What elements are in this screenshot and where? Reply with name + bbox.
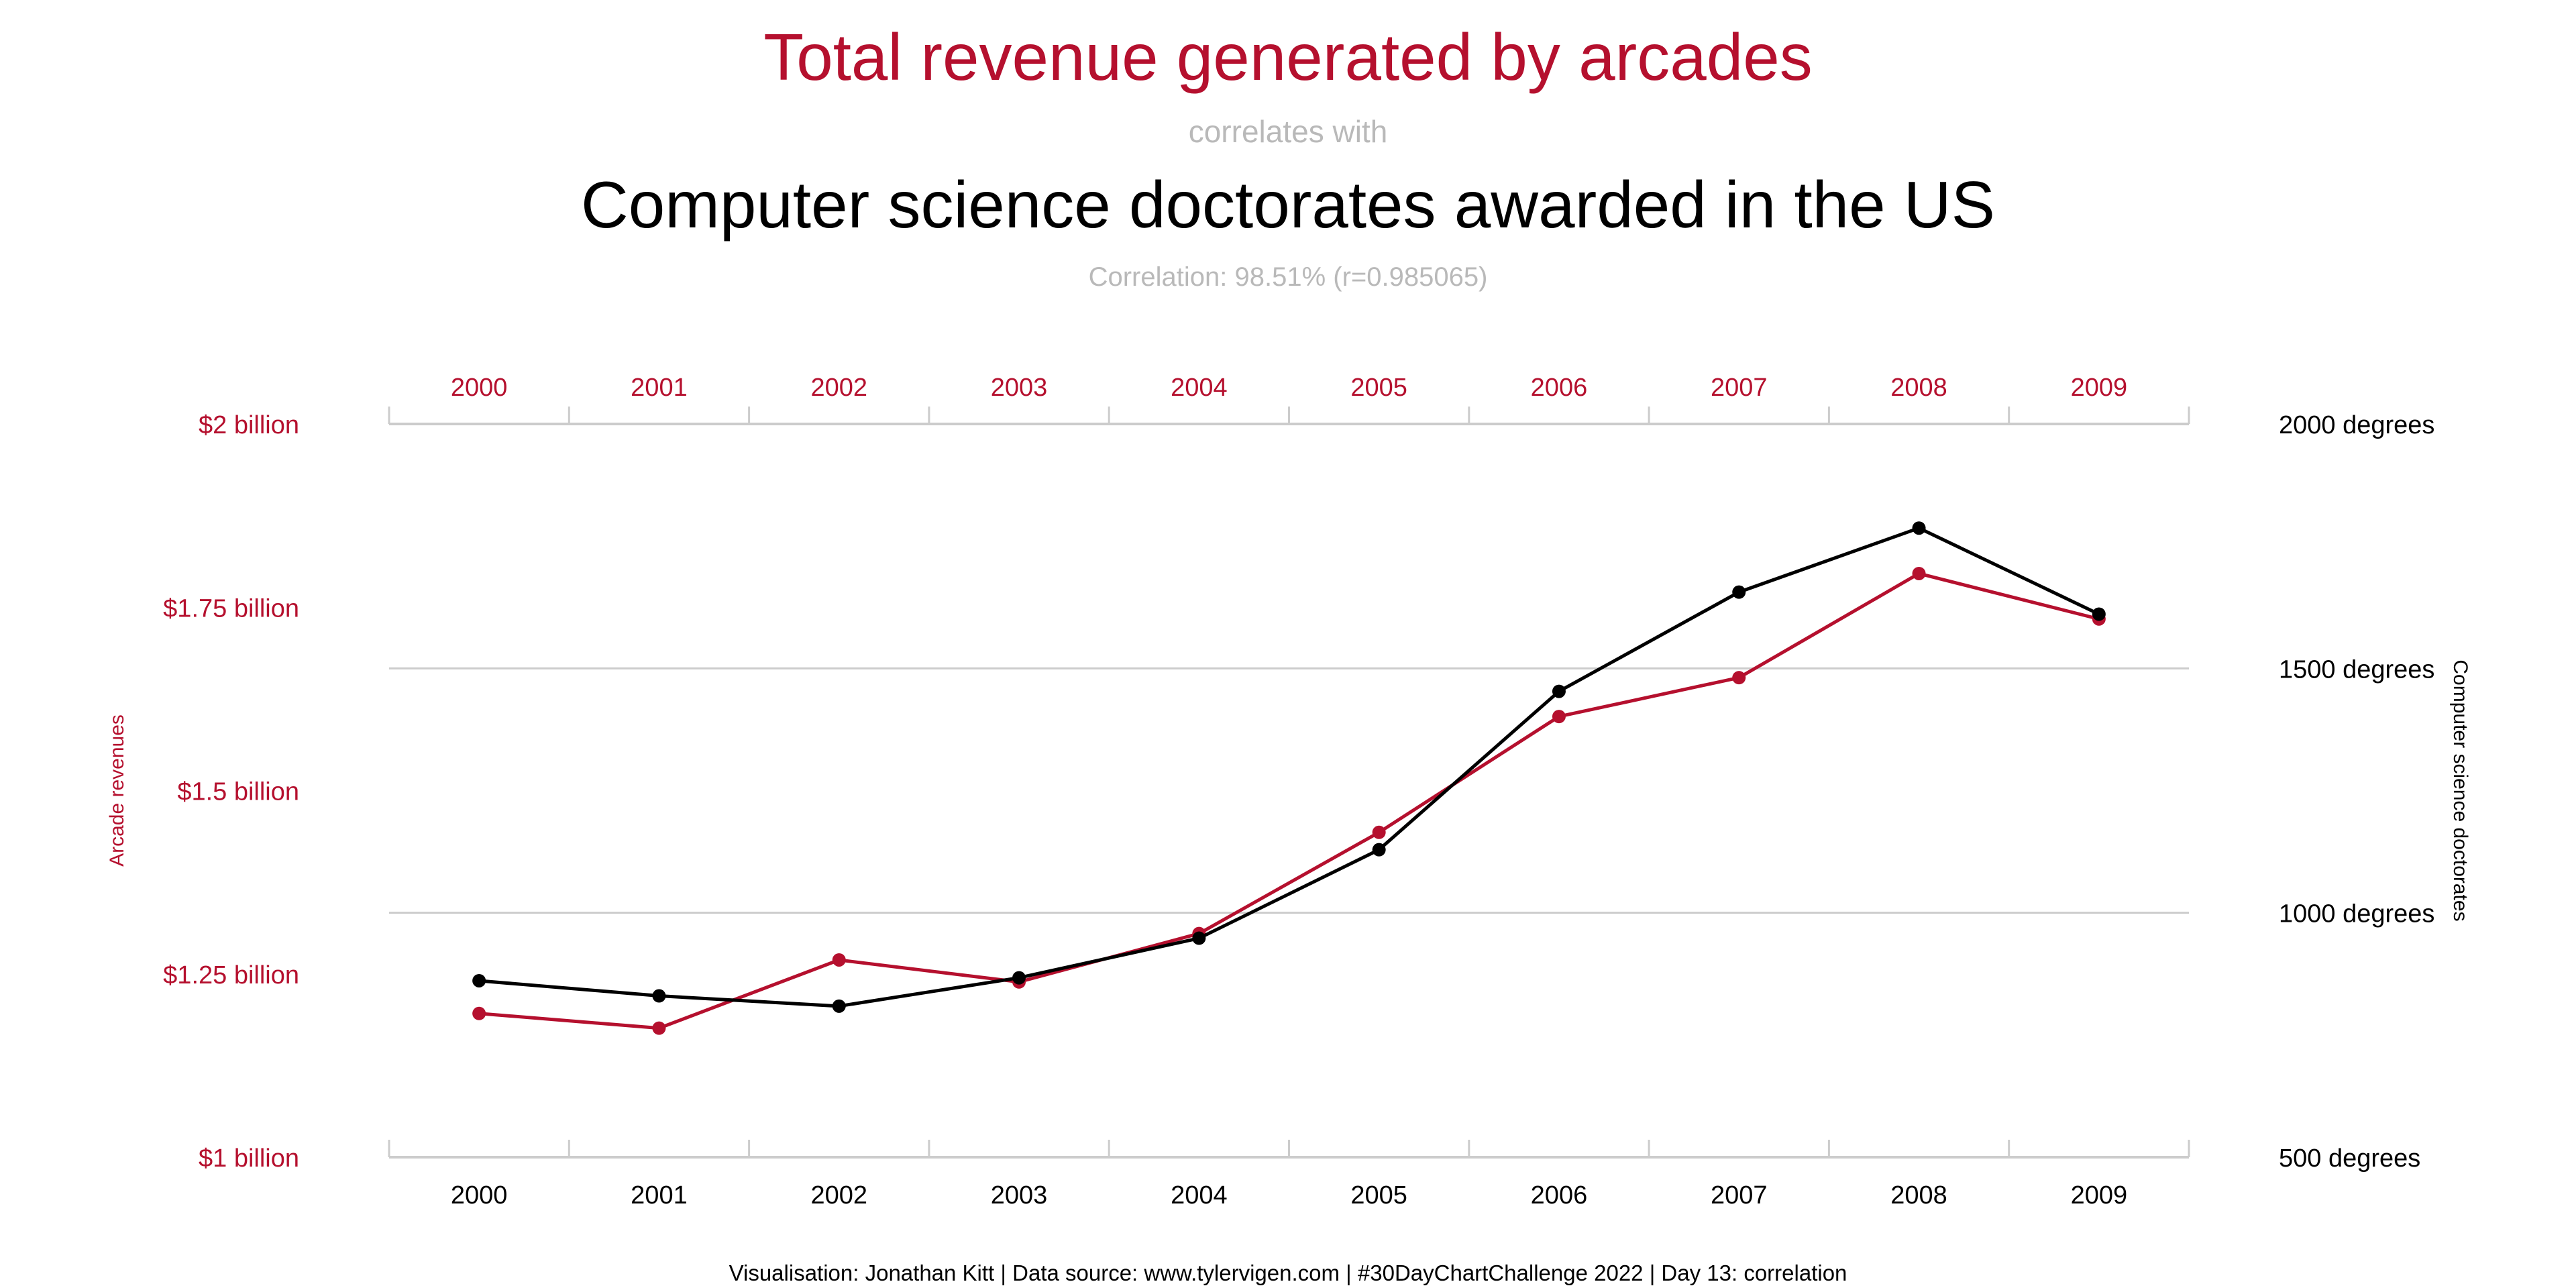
left-y-tick-label: $1 billion — [199, 1144, 299, 1173]
right-y-tick-label: 2000 degrees — [2279, 411, 2434, 439]
data-point-doctorates — [1012, 971, 1026, 985]
data-point-doctorates — [652, 989, 666, 1003]
right-y-tick-label: 1500 degrees — [2279, 655, 2434, 684]
bottom-x-tick-label: 2000 — [451, 1181, 508, 1210]
bottom-x-tick-label: 2004 — [1171, 1181, 1228, 1210]
bottom-x-tick-label: 2005 — [1350, 1181, 1407, 1210]
right-axis-title: Computer science doctorates — [2449, 659, 2471, 921]
top-x-tick-label: 2009 — [2071, 374, 2128, 402]
left-y-tick-label: $1.75 billion — [163, 594, 299, 623]
bottom-x-tick-label: 2008 — [1890, 1181, 1947, 1210]
top-x-tick-label: 2005 — [1350, 374, 1407, 402]
top-x-tick-label: 2004 — [1171, 374, 1228, 402]
data-point-revenue — [832, 953, 846, 967]
data-point-revenue — [652, 1021, 666, 1035]
bottom-x-tick-label: 2007 — [1711, 1181, 1768, 1210]
top-x-tick-label: 2000 — [451, 374, 508, 402]
footer-credit: Visualisation: Jonathan Kitt | Data sour… — [729, 1260, 1847, 1285]
data-point-doctorates — [472, 973, 486, 987]
data-point-revenue — [1372, 825, 1386, 839]
correlation-text: Correlation: 98.51% (r=0.985065) — [1088, 262, 1488, 292]
top-x-tick-label: 2006 — [1531, 374, 1588, 402]
data-point-revenue — [1912, 566, 1926, 580]
data-point-doctorates — [1732, 585, 1746, 599]
left-y-tick-label: $1.5 billion — [177, 778, 299, 806]
series-line-revenue — [478, 572, 2100, 1030]
bottom-x-tick-label: 2006 — [1531, 1181, 1588, 1210]
right-y-tick-label: 500 degrees — [2279, 1144, 2420, 1173]
bottom-x-tick-label: 2003 — [991, 1181, 1048, 1210]
data-point-doctorates — [1192, 931, 1206, 945]
data-point-revenue — [1552, 710, 1566, 724]
data-point-doctorates — [1372, 843, 1386, 857]
top-x-tick-label: 2001 — [631, 374, 688, 402]
top-x-tick-label: 2002 — [810, 374, 867, 402]
bottom-x-tick-label: 2009 — [2071, 1181, 2128, 1210]
data-point-revenue — [1732, 671, 1746, 685]
left-y-tick-label: $2 billion — [199, 411, 299, 439]
left-axis-title: Arcade revenues — [106, 714, 128, 867]
data-point-doctorates — [1552, 684, 1566, 698]
chart-connector-text: correlates with — [1188, 114, 1388, 149]
chart-subtitle: Computer science doctorates awarded in t… — [580, 168, 1996, 241]
bottom-x-tick-label: 2001 — [631, 1181, 688, 1210]
top-x-tick-label: 2007 — [1711, 374, 1768, 402]
data-point-revenue — [472, 1006, 486, 1020]
left-y-tick-label: $1.25 billion — [163, 961, 299, 989]
data-point-doctorates — [2092, 607, 2106, 621]
series-line-doctorates — [478, 526, 2100, 1008]
right-y-tick-label: 1000 degrees — [2279, 900, 2434, 928]
top-x-tick-label: 2008 — [1890, 374, 1947, 402]
data-point-doctorates — [1912, 521, 1926, 535]
data-point-doctorates — [832, 999, 846, 1013]
chart-title: Total revenue generated by arcades — [763, 20, 1813, 94]
bottom-x-tick-label: 2002 — [810, 1181, 867, 1210]
top-x-tick-label: 2003 — [991, 374, 1048, 402]
